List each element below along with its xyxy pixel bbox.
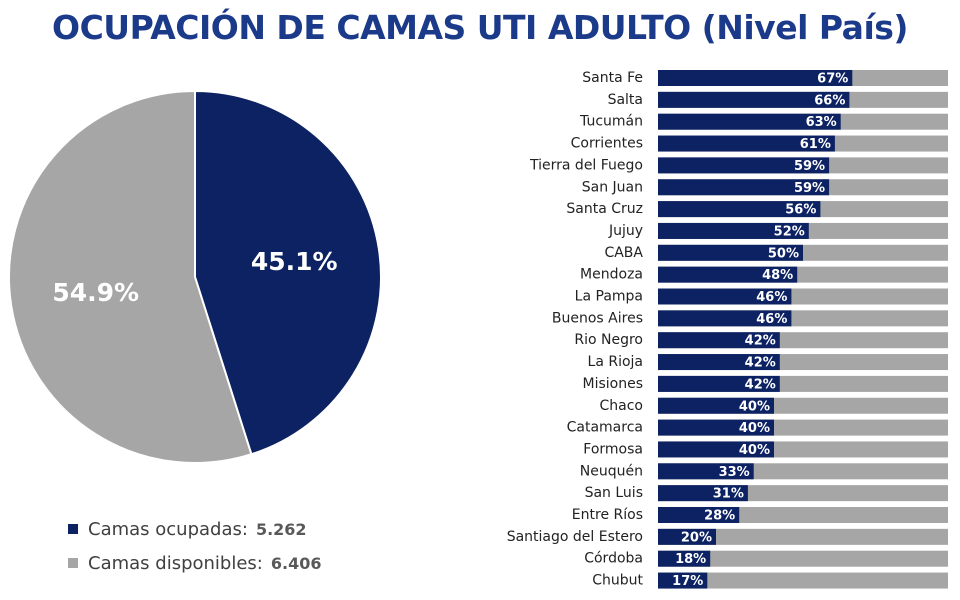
category-label: Corrientes [571,136,643,152]
bar-occupied [658,332,780,349]
value-label: 52% [774,224,805,239]
value-label: 31% [713,487,744,502]
category-label: Santa Cruz [566,201,643,217]
value-label: 42% [745,377,776,392]
category-label: Santiago del Estero [507,529,643,545]
pie-label-occupied: 45.1% [251,247,338,276]
value-label: 18% [675,552,706,567]
category-label: CABA [604,245,643,261]
pie-slice-occupied [194,89,382,456]
value-label: 59% [794,159,825,174]
pie-slice-available [8,89,253,464]
bar-occupied [658,485,748,502]
bar-occupied [658,113,841,130]
bar-remaining [658,572,948,589]
bar-occupied [658,157,830,174]
bar-remaining [658,528,948,545]
value-label: 42% [745,356,776,371]
category-label: Córdoba [584,551,643,567]
legend-item-available: Camas disponibles: 6.406 [68,546,321,580]
bar-occupied [658,135,835,152]
bar-occupied [658,441,774,458]
value-label: 20% [681,530,712,545]
value-label: 48% [762,268,793,283]
legend-item-occupied: Camas ocupadas: 5.262 [68,512,321,546]
bar-occupied [658,91,850,108]
value-label: 33% [719,465,750,480]
bar-occupied [658,354,780,371]
pie-label-available: 54.9% [52,278,139,307]
bar-occupied [658,572,708,589]
value-label: 40% [739,399,770,414]
category-label: Tucumán [579,114,643,130]
legend-value-available: 6.406 [270,553,322,573]
legend-swatch-occupied [68,524,78,534]
bar-occupied [658,288,792,305]
legend-swatch-available [68,558,78,568]
pie-legend: Camas ocupadas: 5.262 Camas disponibles:… [68,512,321,580]
category-label: Santa Fe [582,70,643,86]
province-bar-chart: Santa Fe 67% Salta 66% Tucumán 63% Corrientes 6… [507,70,948,589]
category-label: La Rioja [588,354,643,370]
legend-label-occupied: Camas ocupadas: [88,518,248,540]
bar-occupied [658,397,774,414]
value-label: 42% [745,334,776,349]
value-label: 50% [768,246,799,261]
category-label: Mendoza [580,267,643,283]
category-label: San Juan [582,179,643,195]
value-label: 46% [756,312,787,327]
bar-occupied [658,310,792,327]
category-label: Misiones [583,376,644,392]
bar-occupied [658,550,711,567]
value-label: 63% [806,115,837,130]
value-label: 66% [814,93,845,108]
legend-label-available: Camas disponibles: [88,552,263,574]
bar-occupied [658,419,774,436]
value-label: 28% [704,509,735,524]
bar-occupied [658,463,754,480]
bar-occupied [658,507,740,523]
value-label: 67% [817,72,848,87]
value-label: 40% [739,443,770,458]
category-label: Chaco [600,398,644,414]
category-label: Catamarca [567,420,643,436]
value-label: 17% [672,574,703,589]
category-label: Formosa [583,441,643,457]
legend-value-occupied: 5.262 [255,519,307,539]
bar-occupied [658,375,780,392]
value-label: 56% [785,203,816,218]
category-label: Tierra del Fuego [529,157,643,173]
category-label: Neuquén [580,463,643,479]
bar-occupied [658,70,853,86]
bar-occupied [658,244,803,261]
category-label: San Luis [585,485,643,501]
bar-occupied [658,528,716,545]
bar-remaining [658,550,948,567]
category-label: Jujuy [608,223,643,239]
value-label: 61% [800,137,831,152]
page-title: OCUPACIÓN DE CAMAS UTI ADULTO (Nivel Paí… [52,8,908,47]
category-label: Buenos Aires [552,310,643,326]
category-label: Chubut [592,573,643,589]
pie-chart: 45.1% 54.9% [8,89,382,464]
category-label: Rio Negro [574,332,643,348]
bar-occupied [658,179,830,196]
value-label: 46% [756,290,787,305]
bar-occupied [658,266,798,283]
value-label: 59% [794,181,825,196]
category-label: Salta [608,92,643,108]
value-label: 40% [739,421,770,436]
bar-occupied [658,201,821,218]
category-label: La Pampa [575,289,643,305]
category-label: Entre Ríos [572,507,643,523]
bar-occupied [658,222,809,239]
